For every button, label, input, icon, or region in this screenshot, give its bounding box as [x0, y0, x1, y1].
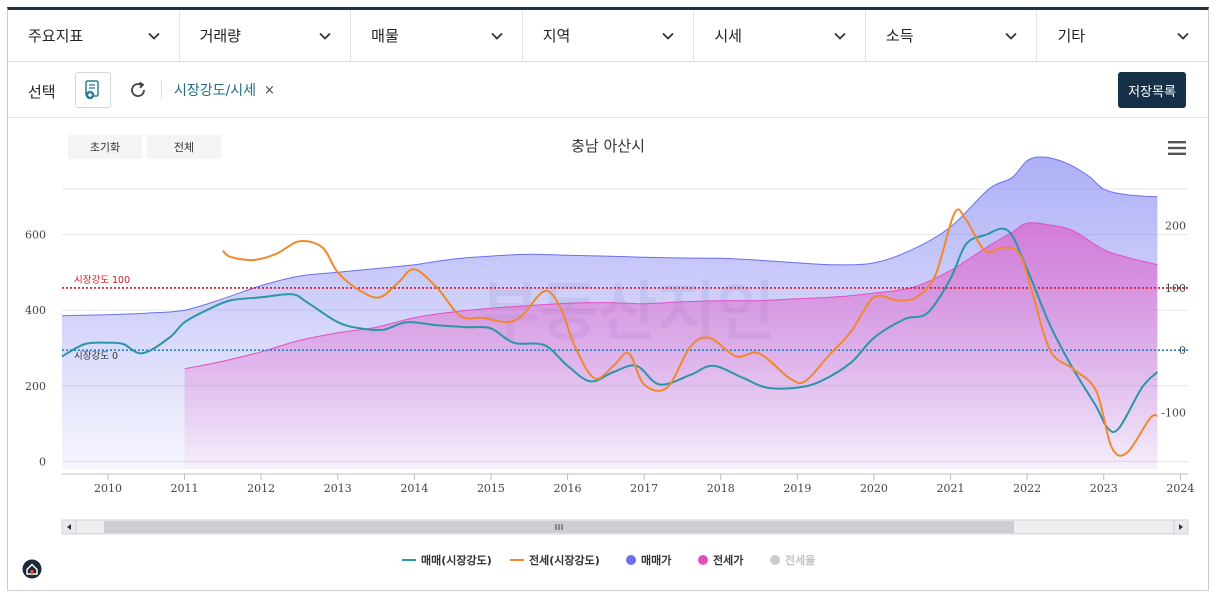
x-axis-tick-label: 2018: [707, 482, 735, 495]
chevron-down-icon: [662, 32, 674, 40]
legend-item-label[interactable]: 매매(시장강도): [421, 553, 492, 567]
legend-symbol: [698, 555, 708, 565]
category-menu-bar: 주요지표 거래량 매물 지역 시세 소득 기타: [8, 10, 1208, 62]
right-axis-tick-label: 0: [1179, 344, 1186, 357]
menu-label: 소득: [885, 27, 914, 45]
selection-toolbar: 선택 시장강도/시세 × 저장목록: [8, 62, 1208, 118]
saved-list-button[interactable]: 저장목록: [1118, 72, 1186, 108]
x-axis-tick-label: 2014: [400, 482, 428, 495]
selected-indicator-chip[interactable]: 시장강도/시세 ×: [174, 80, 275, 100]
reference-label: 시장강도 0: [74, 351, 118, 362]
menu-market-price[interactable]: 시세: [694, 10, 866, 61]
chevron-down-icon: [147, 32, 160, 40]
x-axis-tick-label: 2024: [1166, 482, 1194, 495]
menu-other[interactable]: 기타: [1037, 10, 1208, 61]
jeonse-strength-line: [222, 208, 1158, 457]
left-axis-tick-label: 0: [39, 455, 46, 468]
x-axis-tick-label: 2023: [1090, 482, 1118, 495]
x-axis-tick-label: 2010: [94, 482, 122, 495]
reset-zoom-button[interactable]: 초기화: [68, 135, 142, 159]
save-chart-button[interactable]: [75, 72, 111, 108]
sale-strength-line: [61, 227, 1159, 433]
x-axis-tick-label: 2021: [937, 482, 965, 495]
x-axis-tick-label: 2017: [630, 482, 658, 495]
right-axis-tick-label: 100: [1165, 282, 1186, 295]
menu-listings[interactable]: 매물: [351, 10, 523, 61]
x-axis-tick-label: 2022: [1013, 482, 1041, 495]
show-all-button[interactable]: 전체: [147, 135, 221, 159]
refresh-button[interactable]: [126, 78, 150, 102]
chevron-down-icon: [1177, 32, 1189, 40]
chevron-down-icon: [491, 32, 503, 40]
menu-label: 지역: [542, 27, 571, 45]
x-axis-tick-label: 2012: [247, 482, 275, 495]
jeonse-price-area: [184, 222, 1158, 469]
chevron-down-icon: [1005, 32, 1018, 40]
right-axis-tick-label: -100: [1161, 406, 1186, 419]
toolbar-divider: [161, 81, 162, 99]
remove-chip-icon[interactable]: ×: [264, 82, 275, 98]
x-axis-tick-label: 2016: [554, 482, 582, 495]
home-logo-icon: [22, 559, 42, 579]
legend-item-label[interactable]: 매매가: [641, 553, 671, 567]
menu-label: 시세: [714, 27, 742, 45]
x-axis-tick-label: 2020: [860, 482, 888, 495]
legend-item-label[interactable]: 전세가: [713, 553, 743, 567]
menu-label: 거래량: [199, 27, 241, 45]
legend-symbol: [770, 555, 780, 565]
chart-title: 충남 아산시: [571, 137, 645, 155]
menu-region[interactable]: 지역: [523, 10, 695, 61]
scroll-left-arrow-icon: [67, 524, 71, 530]
x-axis-tick-label: 2011: [171, 482, 199, 495]
save-document-icon: [85, 80, 99, 100]
app-frame: 주요지표 거래량 매물 지역 시세 소득 기타 선택: [7, 7, 1209, 591]
selection-label: 선택: [28, 83, 56, 101]
x-axis-tick-label: 2015: [477, 482, 505, 495]
legend-item-label[interactable]: 전세(시장강도): [529, 553, 600, 567]
chevron-down-icon: [319, 32, 331, 40]
legend-item-label[interactable]: 전세율: [785, 553, 815, 567]
left-axis-tick-label: 400: [25, 304, 46, 317]
menu-label: 기타: [1057, 27, 1086, 45]
sale-price-line: [61, 156, 1158, 317]
menu-transaction-volume[interactable]: 거래량: [180, 10, 352, 61]
chevron-down-icon: [834, 32, 846, 40]
menu-label: 매물: [371, 27, 399, 45]
scroll-right-arrow-icon: [1179, 524, 1183, 530]
left-axis-tick-label: 600: [25, 229, 46, 242]
chart-menu-icon[interactable]: [1168, 141, 1186, 155]
menu-label: 주요지표: [28, 27, 84, 45]
x-axis-tick-label: 2019: [783, 482, 811, 495]
refresh-icon: [131, 81, 145, 97]
menu-main-indicators[interactable]: 주요지표: [8, 10, 180, 61]
menu-income[interactable]: 소득: [866, 10, 1038, 61]
chip-label: 시장강도/시세: [174, 83, 256, 99]
right-axis-tick-label: 200: [1165, 220, 1186, 233]
legend-symbol: [626, 555, 636, 565]
x-axis-tick-label: 2013: [324, 482, 352, 495]
reference-label: 시장강도 100: [74, 275, 130, 286]
left-axis-tick-label: 200: [25, 380, 46, 393]
